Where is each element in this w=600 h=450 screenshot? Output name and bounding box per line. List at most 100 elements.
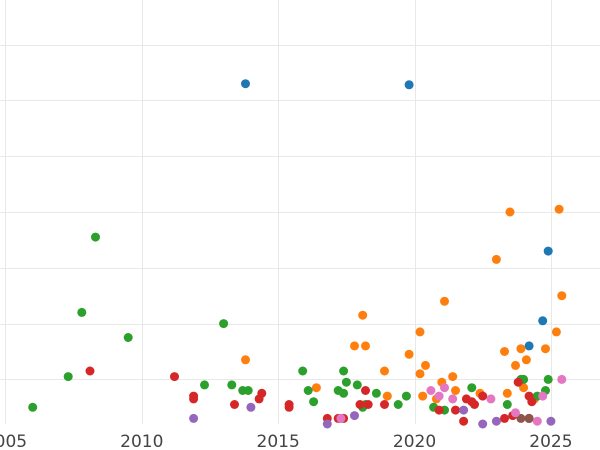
data-point <box>91 232 100 242</box>
series-2 <box>28 232 553 415</box>
data-point <box>459 416 469 426</box>
data-point <box>541 344 550 354</box>
data-point <box>401 391 411 401</box>
data-point <box>546 416 556 426</box>
data-points <box>28 79 567 429</box>
data-point <box>189 391 199 401</box>
data-point <box>448 372 458 382</box>
data-point <box>440 296 449 306</box>
data-point <box>77 307 87 317</box>
data-point <box>505 207 515 217</box>
data-point <box>361 386 370 395</box>
data-point <box>404 349 414 359</box>
data-point <box>63 372 73 382</box>
data-point <box>500 347 509 356</box>
data-point <box>513 377 523 387</box>
data-point <box>257 388 267 398</box>
data-point <box>421 360 430 370</box>
data-point <box>404 80 414 90</box>
data-point <box>502 400 512 409</box>
data-point <box>123 333 133 342</box>
data-point <box>527 397 537 407</box>
data-point <box>341 377 351 387</box>
data-point <box>543 374 553 384</box>
data-point <box>557 291 567 301</box>
data-point <box>543 246 553 256</box>
data-point <box>491 254 501 264</box>
data-point <box>311 383 321 393</box>
data-point <box>415 369 425 379</box>
data-point <box>500 413 509 423</box>
data-point <box>170 372 179 382</box>
data-point <box>309 397 319 407</box>
series-1 <box>241 204 567 404</box>
grid-layer <box>0 0 600 424</box>
data-point <box>219 319 229 329</box>
series-3 <box>85 366 537 426</box>
x-tick-label: 2025 <box>529 432 572 450</box>
data-point <box>551 327 561 337</box>
data-point <box>448 394 458 404</box>
data-point <box>336 413 346 423</box>
data-point <box>415 327 425 337</box>
data-point <box>361 341 370 351</box>
data-point <box>246 402 256 412</box>
data-point <box>371 388 381 398</box>
data-point <box>519 383 529 393</box>
x-tick-label: 2005 <box>0 432 27 450</box>
data-point <box>298 366 308 376</box>
data-point <box>491 416 501 426</box>
data-point <box>241 79 250 89</box>
data-point <box>511 360 520 370</box>
data-point <box>434 391 444 401</box>
data-point <box>516 413 526 423</box>
data-point <box>382 391 392 401</box>
data-point <box>478 419 488 429</box>
data-point <box>486 394 496 404</box>
data-point <box>200 380 209 390</box>
data-point <box>459 405 469 415</box>
data-point <box>355 400 365 409</box>
data-point <box>557 374 567 384</box>
data-point <box>241 355 250 365</box>
data-point <box>322 419 332 429</box>
x-tick-label: 2020 <box>393 432 436 450</box>
series-0 <box>241 79 553 351</box>
data-point <box>230 400 239 409</box>
data-point <box>511 408 520 418</box>
data-point <box>380 366 389 376</box>
data-point <box>85 366 95 376</box>
data-point <box>521 355 531 365</box>
data-point <box>393 400 403 409</box>
data-point <box>532 416 542 426</box>
data-point <box>243 386 253 395</box>
data-point <box>524 413 534 423</box>
data-point <box>467 383 477 393</box>
data-point <box>470 400 479 409</box>
data-point <box>538 316 548 326</box>
data-point <box>189 413 199 423</box>
data-point <box>554 204 564 214</box>
data-point <box>451 405 460 415</box>
x-tick-labels: 2005 2010 2015 2020 2025 <box>0 432 573 450</box>
data-point <box>350 411 359 421</box>
data-point <box>339 366 349 376</box>
data-point <box>538 391 548 401</box>
data-point <box>426 386 436 395</box>
data-point <box>478 391 488 401</box>
data-point <box>284 400 294 409</box>
data-point <box>350 341 359 351</box>
data-point <box>358 310 368 320</box>
data-point <box>339 388 349 398</box>
data-point <box>440 383 449 393</box>
series-6 <box>336 374 567 426</box>
data-point <box>524 341 534 351</box>
data-point <box>516 344 526 354</box>
data-point <box>418 391 428 401</box>
data-point <box>352 380 362 390</box>
x-tick-label: 2010 <box>120 432 163 450</box>
data-point <box>28 402 38 412</box>
data-point <box>502 388 512 398</box>
x-tick-label: 2015 <box>257 432 300 450</box>
